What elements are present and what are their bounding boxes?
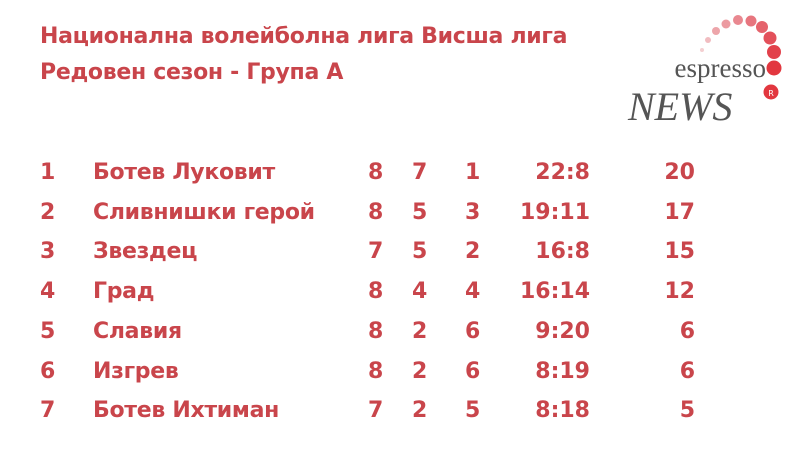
cell-wins: 5 (412, 239, 428, 265)
cell-team: Сливнишки герой (93, 199, 315, 225)
cell-losses: 1 (465, 160, 481, 185)
cell-wins: 2 (412, 318, 428, 344)
cell-team: Славия (93, 318, 182, 344)
cell-losses: 5 (465, 398, 481, 424)
cell-sets: 16:14 (519, 279, 590, 305)
logo-dots-icon: R espresso NEWS (627, 15, 782, 129)
cell-losses: 6 (465, 358, 481, 384)
cell-team: Ботев Ихтиман (93, 398, 280, 424)
table-row: 2 Сливнишки герой 8 5 3 19:11 17 (0, 200, 800, 236)
cell-wins: 4 (412, 279, 428, 305)
cell-played: 8 (368, 199, 384, 225)
table-row: 5 Славия 8 2 6 9:20 6 (0, 319, 800, 355)
cell-pos: 7 (40, 398, 56, 424)
cell-team: Изгрев (93, 358, 179, 384)
cell-losses: 2 (465, 239, 481, 265)
cell-pos: 2 (40, 199, 56, 225)
svg-text:espresso: espresso (675, 53, 766, 83)
cell-team: Ботев Луковит (93, 160, 275, 185)
cell-wins: 2 (412, 358, 428, 384)
cell-sets: 16:8 (535, 239, 590, 265)
cell-played: 8 (368, 160, 384, 185)
cell-sets: 22:8 (535, 160, 590, 185)
cell-losses: 4 (465, 279, 481, 305)
cell-pos: 3 (40, 239, 56, 265)
cell-pos: 1 (40, 160, 56, 185)
cell-losses: 3 (465, 199, 481, 225)
svg-text:R: R (768, 89, 774, 98)
cell-losses: 6 (465, 318, 481, 344)
cell-points: 12 (664, 279, 695, 305)
cell-pos: 4 (40, 279, 56, 305)
cell-points: 20 (664, 160, 695, 185)
cell-played: 7 (368, 398, 384, 424)
cell-points: 6 (679, 318, 695, 344)
cell-points: 5 (679, 398, 695, 424)
cell-points: 6 (679, 358, 695, 384)
cell-sets: 8:18 (535, 398, 590, 424)
cell-sets: 8:19 (535, 358, 590, 384)
cell-team: Звездец (93, 239, 198, 265)
svg-text:NEWS: NEWS (627, 84, 732, 129)
cell-sets: 9:20 (535, 318, 590, 344)
cell-points: 17 (664, 199, 695, 225)
table-row: 7 Ботев Ихтиман 7 2 5 8:18 5 (0, 398, 800, 434)
cell-played: 8 (368, 358, 384, 384)
cell-sets: 19:11 (519, 199, 590, 225)
table-row: 1 Ботев Луковит 8 7 1 22:8 20 (0, 160, 800, 196)
cell-wins: 7 (412, 160, 428, 185)
title-line-2: Редовен сезон - Група А (40, 60, 344, 85)
cell-played: 8 (368, 318, 384, 344)
cell-wins: 5 (412, 199, 428, 225)
cell-wins: 2 (412, 398, 428, 424)
cell-played: 8 (368, 279, 384, 305)
cell-played: 7 (368, 239, 384, 265)
espresso-news-logo: R espresso NEWS (620, 5, 790, 130)
table-row: 3 Звездец 7 5 2 16:8 15 (0, 239, 800, 275)
table-row: 4 Град 8 4 4 16:14 12 (0, 279, 800, 315)
table-row: 6 Изгрев 8 2 6 8:19 6 (0, 359, 800, 395)
cell-pos: 6 (40, 358, 56, 384)
title-line-1: Национална волейболна лига Висша лига (40, 24, 568, 49)
cell-pos: 5 (40, 318, 56, 344)
cell-team: Град (93, 279, 155, 305)
cell-points: 15 (664, 239, 695, 265)
